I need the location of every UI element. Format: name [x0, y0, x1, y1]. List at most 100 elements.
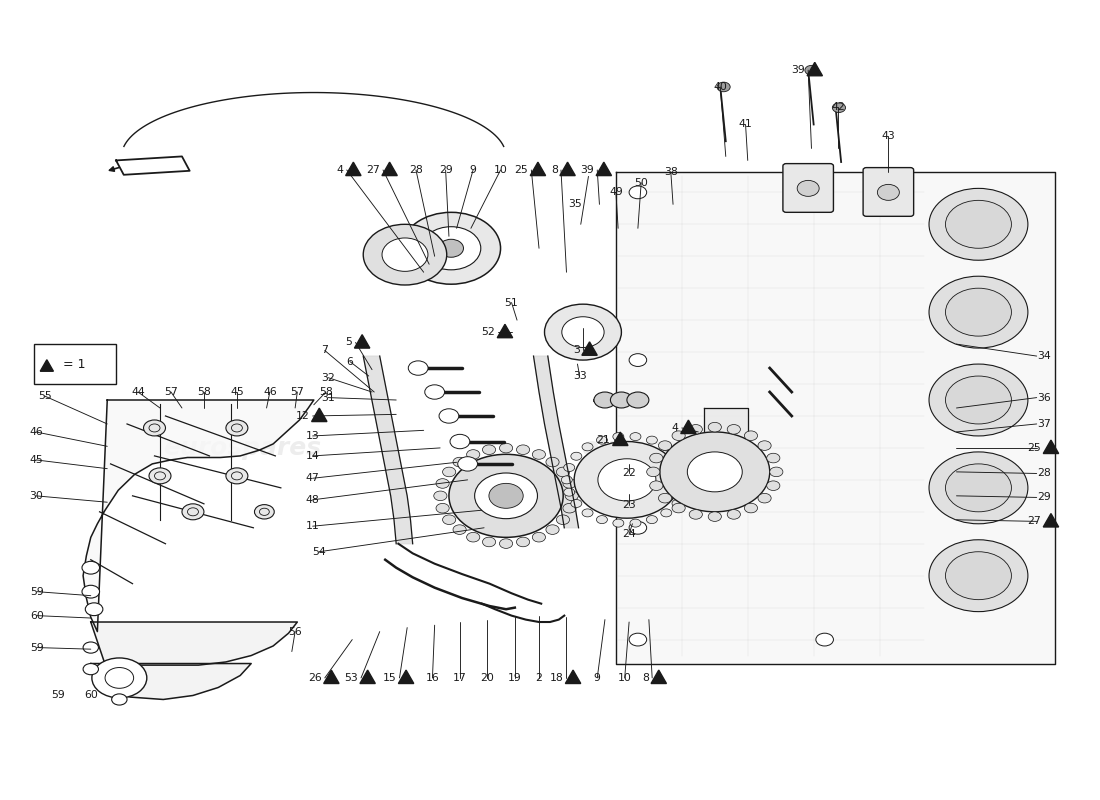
Circle shape — [254, 505, 274, 519]
Circle shape — [598, 458, 656, 501]
Circle shape — [717, 82, 730, 92]
Text: 51: 51 — [505, 298, 518, 307]
Text: 44: 44 — [131, 387, 145, 397]
Text: 35: 35 — [569, 199, 582, 210]
Circle shape — [563, 503, 576, 513]
Circle shape — [946, 552, 1011, 600]
Text: 25: 25 — [515, 165, 528, 175]
Circle shape — [565, 491, 579, 501]
Text: 58: 58 — [197, 387, 211, 397]
Circle shape — [930, 364, 1027, 436]
Circle shape — [442, 515, 455, 525]
Circle shape — [439, 239, 463, 258]
Circle shape — [630, 433, 641, 441]
Circle shape — [563, 463, 574, 471]
Polygon shape — [398, 670, 414, 683]
Text: 37: 37 — [1037, 419, 1052, 429]
Polygon shape — [363, 356, 412, 544]
Circle shape — [84, 663, 99, 674]
FancyBboxPatch shape — [783, 164, 834, 212]
Circle shape — [610, 392, 632, 408]
Circle shape — [453, 525, 466, 534]
Circle shape — [574, 442, 680, 518]
Circle shape — [930, 540, 1027, 612]
Bar — [34, 344, 116, 384]
Text: 48: 48 — [306, 495, 320, 505]
Circle shape — [226, 468, 248, 484]
Polygon shape — [1043, 440, 1058, 454]
Circle shape — [629, 522, 647, 534]
Polygon shape — [560, 162, 575, 175]
Text: 32: 32 — [321, 373, 336, 382]
Polygon shape — [613, 432, 628, 446]
Text: 23: 23 — [623, 501, 636, 510]
Text: 20: 20 — [481, 673, 494, 683]
Circle shape — [679, 488, 690, 496]
Text: 59: 59 — [30, 586, 44, 597]
Circle shape — [727, 425, 740, 434]
Polygon shape — [681, 420, 696, 434]
Circle shape — [563, 478, 576, 488]
Circle shape — [226, 420, 248, 436]
Circle shape — [82, 562, 100, 574]
Circle shape — [561, 476, 572, 484]
Circle shape — [930, 452, 1027, 524]
Polygon shape — [530, 162, 546, 175]
Circle shape — [650, 481, 663, 490]
Polygon shape — [354, 334, 370, 348]
Text: 50: 50 — [635, 178, 648, 188]
Text: 41: 41 — [739, 119, 752, 130]
Text: 46: 46 — [29, 427, 43, 437]
Text: 58: 58 — [319, 387, 333, 397]
Circle shape — [571, 452, 582, 460]
Text: 29: 29 — [1037, 493, 1052, 502]
Text: 25: 25 — [1027, 443, 1041, 453]
Polygon shape — [807, 62, 823, 76]
Polygon shape — [116, 157, 189, 174]
Circle shape — [816, 633, 834, 646]
Text: 28: 28 — [409, 165, 422, 175]
Circle shape — [672, 452, 683, 460]
Polygon shape — [41, 360, 54, 371]
Circle shape — [557, 467, 570, 477]
Text: 16: 16 — [426, 673, 439, 683]
Text: eurospares: eurospares — [581, 436, 739, 460]
Circle shape — [946, 200, 1011, 248]
Circle shape — [659, 441, 672, 450]
Circle shape — [488, 483, 524, 508]
Text: 11: 11 — [306, 521, 320, 531]
Polygon shape — [616, 172, 1055, 663]
Circle shape — [453, 458, 466, 467]
Circle shape — [679, 463, 690, 471]
Text: 53: 53 — [344, 673, 358, 683]
Text: 47: 47 — [306, 474, 320, 483]
Text: 52: 52 — [482, 327, 495, 337]
Circle shape — [690, 425, 703, 434]
Circle shape — [474, 473, 538, 518]
Circle shape — [758, 494, 771, 503]
Text: 57: 57 — [164, 387, 178, 397]
Circle shape — [672, 431, 685, 441]
Circle shape — [433, 491, 447, 501]
Text: 30: 30 — [29, 491, 43, 501]
Polygon shape — [1043, 514, 1058, 527]
Text: 21: 21 — [596, 435, 611, 445]
Circle shape — [408, 361, 428, 375]
Polygon shape — [84, 400, 313, 631]
Circle shape — [450, 434, 470, 449]
Text: 19: 19 — [508, 673, 521, 683]
Circle shape — [596, 436, 607, 444]
Circle shape — [594, 392, 616, 408]
Polygon shape — [704, 408, 748, 464]
Polygon shape — [596, 162, 612, 175]
Circle shape — [571, 499, 582, 507]
Text: 31: 31 — [321, 393, 336, 402]
Circle shape — [499, 538, 513, 548]
Polygon shape — [497, 324, 513, 338]
Text: 8: 8 — [551, 165, 558, 175]
Circle shape — [629, 354, 647, 366]
Text: 26: 26 — [308, 673, 321, 683]
Circle shape — [833, 103, 846, 113]
Circle shape — [660, 432, 770, 512]
Circle shape — [112, 694, 126, 705]
